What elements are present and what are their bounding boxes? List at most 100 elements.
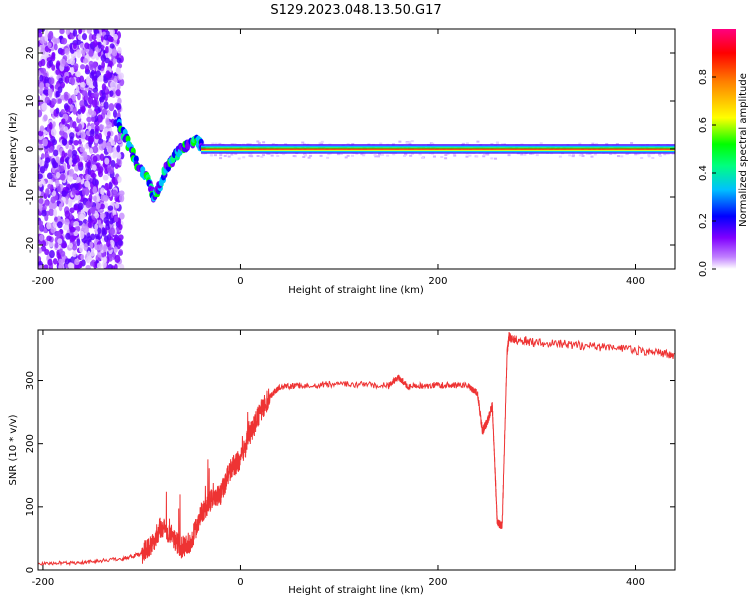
- spectrogram-noise-blob: [115, 103, 122, 111]
- colorbar-tick-label: 0.0: [698, 261, 709, 277]
- spectrogram-noise-blob: [87, 96, 94, 105]
- spectrogram-noise-blob: [104, 45, 109, 54]
- spectrogram-noise-blob: [97, 138, 104, 145]
- spectrogram-noise-blob: [85, 200, 92, 209]
- spectrogram-noise-blob: [38, 255, 42, 262]
- y-tick-label: -10: [25, 189, 36, 205]
- spectrogram-noise-blob: [58, 264, 63, 269]
- spectrogram-noise-blob: [117, 97, 122, 105]
- spectrogram-noise-blob: [104, 182, 109, 191]
- y-tick-label: 20: [25, 47, 36, 60]
- spectrogram-noise-blob: [84, 42, 90, 50]
- spectrogram-noise-blob: [107, 36, 114, 43]
- spectrogram-noise-blob: [47, 42, 52, 48]
- spectrogram-noise-blob: [59, 48, 66, 56]
- spectrogram-noise-blob: [74, 190, 80, 196]
- spectrogram-haze: [204, 146, 208, 149]
- spectrogram-noise-blob: [92, 177, 97, 186]
- spectrogram-noise-blob: [92, 155, 98, 162]
- spectrogram-noise-blob: [61, 242, 68, 249]
- spectrogram-noise-blob: [60, 109, 66, 115]
- spectrogram-noise-blob: [55, 156, 60, 163]
- spectrogram-noise-blob: [110, 265, 115, 269]
- spectrogram-noise-blob: [77, 92, 81, 101]
- spectrogram-noise-blob: [41, 93, 46, 102]
- spectrogram-noise-blob: [40, 58, 46, 67]
- spectrogram-noise-blob: [81, 90, 88, 97]
- spectrogram-haze: [658, 153, 662, 156]
- spectrogram-noise-blob: [56, 221, 63, 229]
- spectrogram-noise-blob: [103, 34, 109, 41]
- spectrogram-noise-blob: [57, 238, 63, 245]
- spectrogram-noise-blob: [79, 244, 84, 253]
- spectrogram-noise-blob: [97, 227, 102, 235]
- y-tick-label: 100: [25, 497, 36, 516]
- spectrogram-noise-blob: [89, 71, 95, 79]
- spectrogram-haze: [613, 152, 617, 155]
- spectrogram-noise-blob: [59, 58, 66, 67]
- spectrogram-noise-blob: [112, 153, 117, 159]
- spectrogram-haze: [585, 152, 589, 155]
- spectrogram-noise-blob: [51, 64, 56, 71]
- spectrogram-haze: [377, 155, 381, 158]
- spectrogram-haze: [351, 154, 355, 157]
- spectrogram-noise-blob: [38, 130, 44, 137]
- spectrogram-haze: [242, 156, 246, 159]
- spectrogram-noise-blob: [38, 223, 44, 232]
- x-tick-label: 200: [428, 577, 447, 588]
- spectrogram-haze: [495, 146, 499, 149]
- spectrogram-haze: [213, 154, 217, 157]
- spectrogram-haze: [327, 153, 331, 156]
- spectrogram-noise-blob: [67, 149, 73, 158]
- spectrogram-noise-blob: [104, 157, 110, 165]
- spectrogram-noise-blob: [92, 80, 98, 87]
- spectrogram-haze: [620, 155, 624, 158]
- spectrogram-noise-blob: [61, 118, 66, 125]
- spectrogram-haze: [303, 152, 307, 155]
- spectrogram-noise-blob: [55, 107, 60, 115]
- spectrogram-haze: [595, 142, 599, 145]
- spectrogram-haze: [507, 154, 511, 157]
- carrier-band: [200, 152, 675, 154]
- figure-title: S129.2023.048.13.50.G17: [270, 3, 441, 18]
- spectrogram-noise-blob: [38, 100, 41, 107]
- spectrogram-noise-blob: [79, 230, 85, 240]
- spectrogram-noise-blob: [68, 168, 75, 177]
- spectrogram-noise-blob: [47, 183, 52, 190]
- spectrogram-noise-blob: [114, 134, 118, 143]
- spectrogram-noise-blob: [80, 64, 86, 70]
- spectrogram-noise-blob: [53, 43, 58, 51]
- spectrogram-noise-blob: [71, 158, 78, 164]
- spectrogram-haze: [227, 155, 231, 158]
- spectrogram-noise-blob: [44, 76, 49, 84]
- spectrogram-noise-blob: [54, 242, 59, 249]
- spectrogram-noise-blob: [119, 78, 125, 87]
- y-tick-label: 200: [25, 434, 36, 453]
- spectrogram-noise-blob: [83, 243, 88, 251]
- spectrogram-haze: [282, 153, 286, 156]
- spectrogram-haze: [360, 153, 364, 156]
- spectrogram-noise-blob: [95, 202, 101, 210]
- spectrogram-noise-blob: [72, 250, 77, 258]
- spectrogram-noise-blob: [80, 131, 86, 140]
- spectrogram-noise-blob: [46, 221, 52, 230]
- spectrogram-haze: [411, 152, 415, 155]
- spectrogram-noise-blob: [114, 254, 121, 263]
- spectrogram-haze: [440, 155, 444, 158]
- spectrogram-noise-blob: [72, 121, 77, 129]
- spectrogram-noise-blob: [48, 250, 55, 259]
- spectrogram-noise-blob: [42, 138, 48, 147]
- spectrogram-noise-blob: [103, 175, 109, 181]
- spectrogram-noise-blob: [113, 178, 119, 186]
- spectrogram-noise-blob: [64, 218, 70, 226]
- spectrogram-panel: -200 0 200 400 -20 -10 0 10 20 Height of straigh…: [8, 28, 676, 296]
- spectrogram-haze: [626, 152, 630, 155]
- spectrogram-noise-blob: [48, 77, 55, 85]
- spectrogram-noise-blob: [55, 171, 61, 179]
- spectrogram-noise-blob: [117, 176, 122, 184]
- spectrogram-noise-blob: [113, 246, 118, 253]
- spectrogram-noise-blob: [106, 190, 111, 198]
- spectrogram-noise-blob: [89, 260, 95, 267]
- spectrogram-haze: [461, 142, 465, 145]
